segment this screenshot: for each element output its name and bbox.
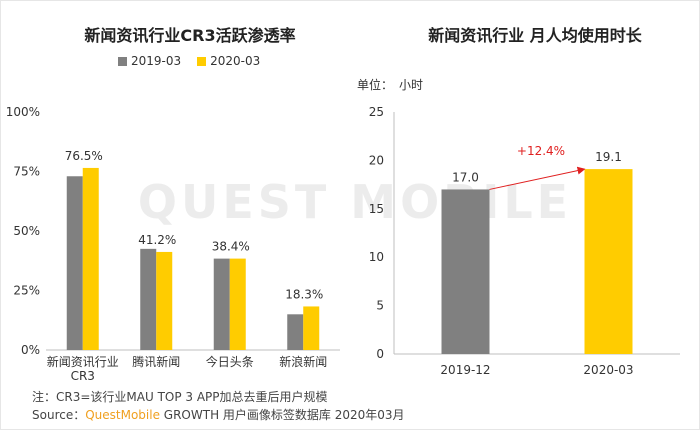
- y-tick-label: 5: [376, 299, 384, 313]
- y-tick-label: 10: [369, 250, 384, 264]
- legend-label: 2019-03: [131, 54, 182, 68]
- source-brand: QuestMobile: [85, 408, 160, 422]
- y-tick-label: 75%: [13, 165, 40, 179]
- watermark: QUEST MOBILE: [138, 175, 572, 229]
- bar-2019-03: [287, 314, 304, 350]
- growth-arrow: [489, 166, 586, 190]
- x-tick-label: 今日头条: [206, 354, 254, 369]
- legend: 2019-03 2020-03: [118, 54, 276, 68]
- x-tick-label: 新浪新闻: [279, 354, 327, 369]
- data-label: 38.4%: [212, 240, 250, 254]
- y-tick-label: 0%: [21, 343, 40, 357]
- data-label: 19.1: [595, 150, 622, 164]
- x-tick-label: 2020-03: [583, 363, 633, 377]
- x-tick-label: 新闻资讯行业: [47, 354, 119, 369]
- left-chart: 0% 25% 50% 75% 100% 76.5% 新闻资讯行业CR3 41.2% 腾讯新闻 38…: [6, 105, 340, 383]
- y-tick-label: 20: [369, 153, 384, 167]
- x-tick-label: 腾讯新闻: [132, 354, 180, 369]
- data-label: 76.5%: [65, 149, 103, 163]
- unit-label: 单位： 小时: [357, 76, 423, 93]
- bar-2019-03: [140, 248, 157, 350]
- legend-item-2020-03: 2020-03: [197, 54, 260, 68]
- bar-2019-03: [213, 258, 230, 350]
- left-chart-title: 新闻资讯行业CR3活跃渗透率: [84, 26, 296, 45]
- x-tick-label: 2019-12: [440, 363, 490, 377]
- x-tick-label: CR3: [71, 369, 95, 383]
- legend-swatch: [118, 56, 127, 66]
- legend-label: 2020-03: [210, 54, 261, 68]
- bar-2020-03: [229, 258, 246, 350]
- unit-prefix: 单位：: [357, 78, 394, 92]
- data-label: 18.3%: [285, 287, 323, 301]
- bar-2020-03: [156, 251, 173, 350]
- bar-2019-03: [66, 176, 83, 350]
- legend-swatch: [197, 56, 207, 66]
- y-tick-label: 25: [369, 105, 384, 119]
- right-chart-title: 新闻资讯行业 月人均使用时长: [428, 26, 642, 45]
- right-chart: 0 5 10 15 20 25 17.0 2019-12 19.1 2020-03 +12.4%: [369, 105, 680, 377]
- footnote-source: Source：QuestMobile GROWTH 用户画像标签数据库 2020…: [32, 406, 405, 423]
- y-tick-label: 0: [376, 347, 384, 361]
- y-tick-label: 100%: [6, 105, 40, 119]
- bar-2020-03: [82, 167, 99, 350]
- data-label: 41.2%: [138, 233, 176, 247]
- bar-2019-12: [441, 189, 490, 354]
- bar-2020-03: [303, 306, 320, 350]
- bar-2020-03: [584, 169, 633, 354]
- footnote-note: 注：CR3=该行业MAU TOP 3 APP加总去重后用户规模: [32, 390, 328, 404]
- unit-value: 小时: [399, 78, 424, 92]
- source-prefix: Source：: [32, 408, 86, 422]
- y-tick-label: 50%: [13, 224, 40, 238]
- y-tick-label: 15: [369, 202, 384, 216]
- source-rest: GROWTH 用户画像标签数据库 2020年03月: [159, 408, 405, 422]
- legend-item-2019-03: 2019-03: [118, 54, 181, 68]
- data-label: 17.0: [452, 170, 479, 184]
- growth-label: +12.4%: [517, 144, 565, 158]
- y-tick-label: 25%: [13, 284, 40, 298]
